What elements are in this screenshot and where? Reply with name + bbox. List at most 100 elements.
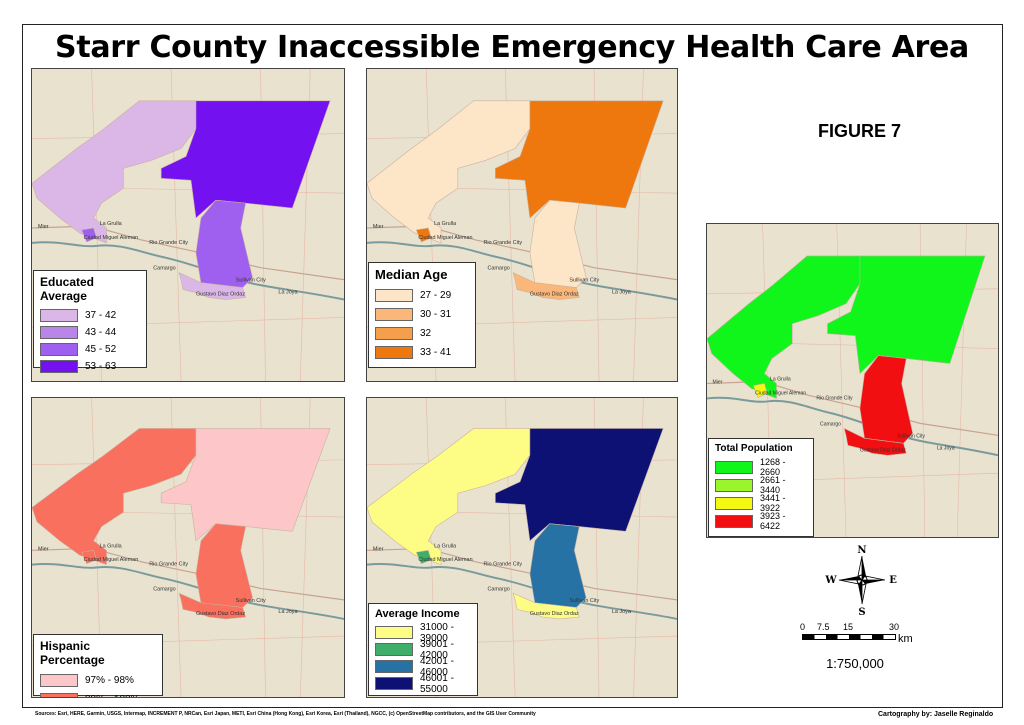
scale-tick-3: 30	[889, 622, 900, 632]
region-west	[707, 255, 861, 399]
map-average-income: Mier La Grulla Ciudad Miguel Aleman Rio Gra…	[366, 397, 678, 698]
legend-label: 45 - 52	[85, 344, 117, 355]
legend-label: 33 - 41	[420, 347, 452, 358]
legend-label: 42001 - 46000	[420, 655, 454, 678]
legend-swatch	[40, 693, 78, 697]
place-label: Gustavo Diaz Ordaz	[196, 611, 245, 617]
region-northeast	[495, 100, 664, 219]
place-label: Gustavo Diaz Ordaz	[530, 292, 579, 298]
region-south	[178, 592, 247, 620]
scale-bar: 0 7.5 15 30 km	[800, 622, 920, 652]
legend-title: Average Income	[375, 608, 460, 620]
scale-ratio: 1:750,000	[826, 656, 884, 671]
map-hispanic-percentage: Mier La Grulla Ciudad Miguel Aleman Rio Gra…	[31, 397, 345, 698]
place-label: La Grulla	[770, 376, 791, 382]
region-small	[81, 550, 97, 565]
place-label: La Joya	[278, 609, 297, 615]
place-label: Mier	[373, 546, 384, 552]
region-northeast	[495, 428, 664, 542]
legend-swatch	[715, 460, 753, 474]
legend-swatch	[375, 660, 413, 673]
legend-label: 27 - 29	[420, 290, 452, 301]
place-label: La Joya	[278, 290, 298, 296]
place-label: Ciudad Miguel Aleman	[84, 557, 139, 563]
place-label: Camargo	[153, 266, 175, 272]
region-small	[415, 550, 432, 565]
legend-row: 3923 - 6422	[715, 511, 807, 531]
legend-label: 37 - 42	[85, 310, 117, 321]
legend-label: 46001 - 55000	[420, 672, 454, 695]
legend-label: 97% - 98%	[85, 675, 134, 686]
region-west	[367, 428, 531, 566]
map-educated-average: Mier La Grulla Ciudad Miguel Aleman Rio Gra…	[31, 68, 345, 382]
legend-swatch	[375, 626, 413, 639]
place-label: Ciudad Miguel Aleman	[418, 557, 472, 563]
legend-label: 99% - 100%	[85, 694, 139, 697]
legend-row: 32	[375, 324, 469, 343]
legend-swatch	[40, 343, 78, 356]
legend-row: 30 - 31	[375, 305, 469, 324]
compass-w: W	[824, 575, 837, 586]
cartography-credit: Cartography by: Jaselle Reginaldo	[878, 711, 994, 718]
region-south	[512, 272, 580, 300]
legend-row: 97% - 98%	[40, 671, 156, 690]
legend-label: 43 - 44	[85, 327, 117, 338]
place-label: Sullivan City	[236, 598, 266, 604]
place-label: Gustavo Diaz Ordaz	[860, 447, 906, 453]
place-label: Rio Grande City	[483, 240, 522, 246]
legend-row: 33 - 41	[375, 343, 469, 362]
region-west	[32, 100, 197, 244]
place-label: Mier	[38, 224, 49, 230]
scale-tick-1: 7.5	[817, 622, 830, 632]
legend-row: 3441 - 3922	[715, 493, 807, 513]
place-label: Sullivan City	[236, 278, 266, 284]
place-label: Camargo	[487, 586, 509, 592]
region-small	[752, 383, 768, 398]
legend-label: 1268 - 2660	[760, 457, 786, 477]
place-label: La Grulla	[434, 221, 457, 227]
page-title: Starr County Inaccessible Emergency Heal…	[55, 30, 969, 65]
legend-title: Median Age	[375, 267, 448, 282]
legend-row: 43 - 44	[40, 324, 140, 341]
legend-label: 53 - 63	[85, 361, 117, 372]
region-west	[32, 428, 197, 566]
region-small	[415, 227, 432, 243]
legend-title: Hispanic Percentage	[40, 639, 105, 667]
place-label: Rio Grande City	[149, 240, 188, 246]
region-northeast	[827, 255, 986, 375]
legend-swatch	[375, 308, 413, 321]
legend-row: 39001 - 42000	[375, 639, 471, 661]
place-label: Mier	[373, 224, 384, 230]
place-label: La Joya	[612, 609, 631, 615]
place-label: Gustavo Diaz Ordaz	[196, 292, 245, 298]
legend-swatch	[375, 327, 413, 340]
place-label: Rio Grande City	[483, 562, 522, 568]
legend-label: 31000 - 39000	[420, 621, 454, 644]
place-label: Camargo	[487, 266, 509, 272]
legend-median-age: Median Age 27 - 29 30 - 31 32 33 - 41	[368, 262, 476, 368]
place-label: Mier	[38, 546, 49, 552]
region-south	[178, 272, 247, 300]
legend-swatch	[40, 309, 78, 322]
sources-credit: Sources: Esri, HERE, Garmin, USGS, Inter…	[35, 711, 536, 717]
place-label: Sullivan City	[569, 598, 599, 604]
legend-title: Total Population	[715, 443, 793, 454]
place-label: Sullivan City	[897, 433, 925, 439]
place-label: Ciudad Miguel Aleman	[755, 390, 806, 396]
region-northeast	[160, 428, 331, 542]
legend-row: 45 - 52	[40, 341, 140, 358]
legend-educated-average: Educated Average 37 - 42 43 - 44 45 - 52…	[33, 270, 147, 373]
legend-row: 53 - 63	[40, 358, 140, 375]
legend-average-income: Average Income 31000 - 39000 39001 - 420…	[368, 603, 478, 696]
legend-swatch	[375, 289, 413, 302]
place-label: Sullivan City	[569, 278, 599, 284]
legend-label: 3441 - 3922	[760, 493, 786, 513]
place-label: Camargo	[153, 586, 175, 592]
legend-swatch	[375, 677, 413, 690]
compass-e: E	[889, 575, 897, 586]
map-median-age: Mier La Grulla Ciudad Miguel Aleman Rio Gra…	[366, 68, 678, 382]
legend-swatch	[375, 643, 413, 656]
legend-row: 37 - 42	[40, 307, 140, 324]
place-label: Rio Grande City	[149, 562, 188, 568]
place-label: La Joya	[937, 445, 955, 451]
